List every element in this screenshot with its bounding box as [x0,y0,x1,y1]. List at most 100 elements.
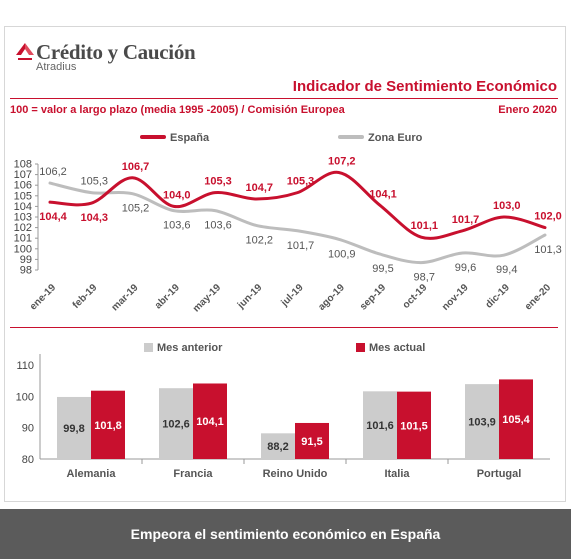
bar-mes-actual [295,422,329,459]
x-tick-label: sep-19 [358,282,388,312]
series-line-1 [48,181,547,265]
bar-mes-actual [397,391,431,459]
data-label-spain: 104,3 [80,212,108,224]
bar-mes-actual [91,390,125,459]
data-label-spain: 106,7 [122,161,150,173]
data-label-euro: 99,5 [372,263,393,275]
bar-mes-anterior [465,384,499,459]
x-tick-label: jul-19 [279,282,306,309]
legend-swatch-bar-0 [144,343,153,352]
bar-y-tick-label: 110 [16,360,34,372]
x-tick-label: nov-19 [440,282,471,313]
data-label-spain: 104,4 [39,211,67,223]
company-logo: Crédito y Caución Atradius [14,40,204,76]
data-label-euro: 98,7 [414,272,435,284]
data-label-spain: 104,0 [163,189,191,201]
bar-value-label: 104,1 [196,416,224,428]
data-label-spain: 104,1 [369,188,397,200]
y-tick-label: 103 [14,212,32,224]
bar-category-label: Portugal [477,468,522,480]
chart-title: Indicador de Sentimiento Económico [292,78,557,95]
x-tick-label: may-19 [191,282,223,314]
x-tick-label: abr-19 [153,282,182,311]
bar-value-label: 99,8 [63,423,84,435]
bar-value-label: 103,9 [468,417,496,429]
legend-label-bar-0: Mes anterior [157,342,223,354]
data-label-euro: 99,4 [496,264,517,276]
bar-mes-anterior [363,391,397,459]
bar-chart: Mes anterior Mes actual 80 90 100 110 99,8 101,… [16,342,550,480]
x-tick-label: oct-19 [401,282,430,311]
bar-category-label: Alemania [67,468,117,480]
bar-value-label: 88,2 [267,441,288,453]
bar-mes-actual [499,379,533,459]
x-tick-label: ene-19 [28,282,58,312]
data-label-euro: 101,3 [534,244,562,256]
bar-mes-actual [193,383,227,459]
bar-category-label: Reino Unido [263,468,328,480]
data-label-euro: 102,2 [245,234,273,246]
bar-category-label: Italia [384,468,410,480]
y-tick-label: 104 [14,201,32,213]
bar-y-tick-label: 90 [22,423,34,435]
caption-bar: Empeora el sentimiento económico en Espa… [0,509,571,559]
data-label-euro: 101,7 [287,240,315,252]
bar-mes-anterior [57,396,91,459]
data-label-euro: 105,2 [122,203,150,215]
y-tick-label: 100 [14,243,32,255]
y-tick-label: 99 [20,254,32,266]
x-tick-label: feb-19 [71,282,100,311]
y-tick-label: 107 [14,169,32,181]
legend-label-1: Zona Euro [368,132,423,144]
bar-mes-anterior [261,433,295,459]
bar-category-label: Francia [173,468,213,480]
chart-subtitle: 100 = valor a largo plazo (media 1995 -2… [10,104,345,116]
data-label-spain: 104,7 [245,182,273,194]
data-label-spain: 107,2 [328,155,356,167]
x-tick-label: ago-19 [316,282,347,313]
data-label-euro: 100,9 [328,248,356,260]
data-label-spain: 101,1 [410,220,438,232]
logo-symbol-icon [16,43,34,60]
x-tick-label: ene-20 [523,282,553,312]
legend-label-bar-1: Mes actual [369,342,425,354]
y-tick-label: 102 [14,222,32,234]
x-tick-label: jun-19 [235,282,265,312]
data-label-spain: 102,0 [534,211,562,223]
data-label-euro: 103,6 [204,220,232,232]
y-tick-label: 98 [20,265,32,277]
data-label-spain: 101,7 [452,214,480,226]
data-label-spain: 103,0 [493,200,521,212]
x-tick-label: dic-19 [484,282,513,311]
line-chart: España Zona Euro9899100101102103104105106… [14,132,562,314]
data-label-euro: 99,6 [455,262,476,274]
data-label-euro: 105,3 [80,176,108,188]
data-label-spain: 105,3 [204,176,232,188]
caption-text: Empeora el sentimiento económico en Espa… [130,526,441,542]
data-label-spain: 105,3 [287,176,315,188]
section-divider [10,327,558,328]
bar-value-label: 105,4 [502,414,530,426]
data-label-euro: 106,2 [39,166,67,178]
data-label-euro: 103,6 [163,220,191,232]
bar-value-label: 101,6 [366,420,394,432]
bar-value-label: 101,5 [400,420,428,432]
bar-value-label: 101,8 [94,420,122,432]
y-tick-label: 101 [14,233,32,245]
bar-value-label: 91,5 [301,436,322,448]
logo-name: Crédito y Caución [36,40,196,64]
legend-swatch-bar-1 [356,343,365,352]
y-tick-label: 108 [14,159,32,171]
bar-y-tick-label: 100 [16,391,34,403]
x-tick-label: mar-19 [110,282,141,313]
logo-subname: Atradius [36,61,77,73]
chart-date: Enero 2020 [498,104,557,116]
bar-value-label: 102,6 [162,419,190,431]
series-line-0 [48,170,547,240]
legend-label-0: España [170,132,210,144]
bar-mes-anterior [159,388,193,459]
y-tick-label: 106 [14,180,32,192]
bar-y-tick-label: 80 [22,454,34,466]
y-tick-label: 105 [14,190,32,202]
title-divider [10,98,558,99]
